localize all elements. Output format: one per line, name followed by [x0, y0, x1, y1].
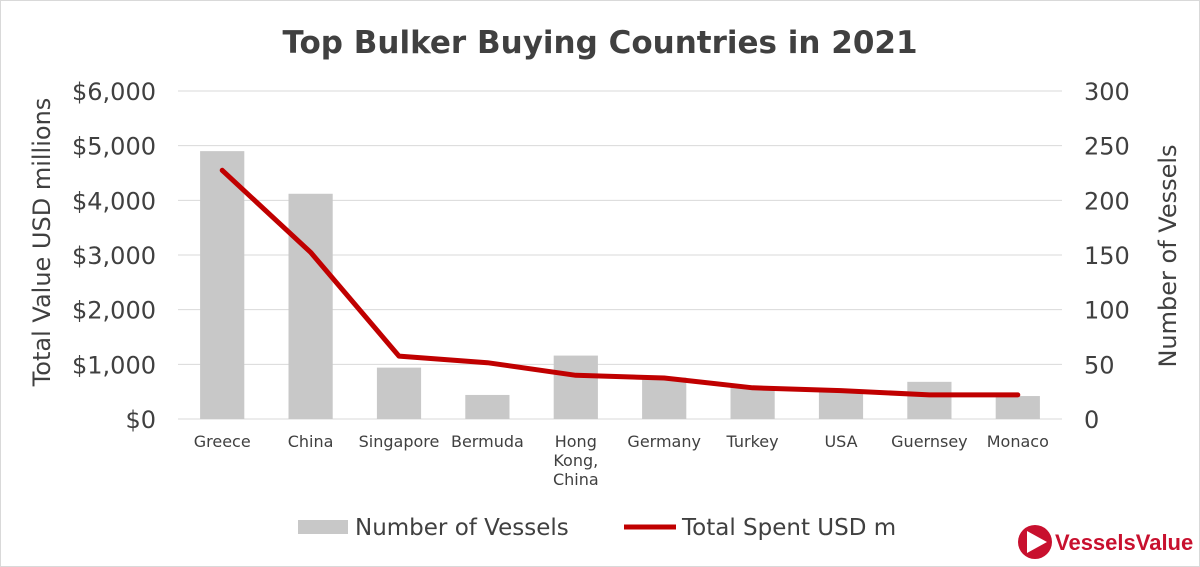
- y-right-tick-label: 0: [1084, 406, 1099, 434]
- y-right-tick-label: 150: [1084, 242, 1130, 270]
- y-axis-right-label: Number of Vessels: [1154, 144, 1182, 367]
- y-axis-left-label: Total Value USD millions: [28, 98, 56, 388]
- bar-series: [200, 151, 1040, 419]
- x-tick-label: China: [288, 432, 334, 451]
- x-tick-label: Turkey: [726, 432, 779, 451]
- legend: Number of Vessels Total Spent USD m: [298, 515, 896, 541]
- y-right-tick-label: 250: [1084, 133, 1130, 161]
- bar-number-of-vessels: [376, 367, 422, 419]
- bar-number-of-vessels: [200, 151, 245, 419]
- y-left-tick-label: $4,000: [72, 187, 156, 215]
- vesselsvalue-logo-icon: [1018, 525, 1052, 559]
- y-left-tick-label: $6,000: [72, 78, 156, 106]
- y-right-tick-label: 50: [1084, 351, 1115, 379]
- bar-number-of-vessels: [288, 193, 333, 419]
- x-tick-label: Monaco: [987, 432, 1049, 451]
- x-tick-label: Greece: [194, 432, 251, 451]
- x-tick-label: Germany: [627, 432, 701, 451]
- legend-line-label: Total Spent USD m: [681, 515, 896, 541]
- y-left-tick-label: $3,000: [72, 242, 156, 270]
- y-left-tick-label: $0: [125, 406, 156, 434]
- x-tick-label: Guernsey: [891, 432, 967, 451]
- bar-number-of-vessels: [642, 377, 687, 419]
- x-axis: Greece China Singapore Bermuda Hong Kong, Chin…: [194, 432, 1049, 489]
- y-axis-left: $0 $1,000 $2,000 $3,000 $4,000 $5,000 $6,000: [72, 78, 156, 434]
- legend-bar-swatch: [298, 520, 348, 534]
- vesselsvalue-logo: VesselsValue: [1018, 525, 1193, 559]
- bar-number-of-vessels: [465, 394, 510, 419]
- y-left-tick-label: $5,000: [72, 133, 156, 161]
- y-left-tick-label: $2,000: [72, 297, 156, 325]
- y-right-tick-label: 100: [1084, 297, 1130, 325]
- x-tick-label: Singapore: [359, 432, 440, 451]
- y-right-tick-label: 300: [1084, 78, 1130, 106]
- x-tick-label: Hong Kong, China: [553, 432, 599, 489]
- bar-number-of-vessels: [818, 389, 864, 419]
- chart-title: Top Bulker Buying Countries in 2021: [282, 25, 917, 61]
- bar-number-of-vessels: [907, 381, 952, 419]
- bar-number-of-vessels: [730, 386, 775, 419]
- y-left-tick-label: $1,000: [72, 351, 156, 379]
- bar-number-of-vessels: [553, 355, 598, 419]
- line-series: [219, 167, 1021, 398]
- line-total-spent: [219, 167, 1021, 398]
- y-right-tick-label: 200: [1084, 187, 1130, 215]
- logo-text: VesselsValue: [1055, 530, 1193, 555]
- legend-bar-label: Number of Vessels: [355, 515, 569, 541]
- y-axis-right: 0 50 100 150 200 250 300: [1084, 78, 1130, 434]
- x-tick-label: USA: [824, 432, 857, 451]
- x-tick-label: Bermuda: [451, 432, 524, 451]
- bar-number-of-vessels: [995, 396, 1040, 419]
